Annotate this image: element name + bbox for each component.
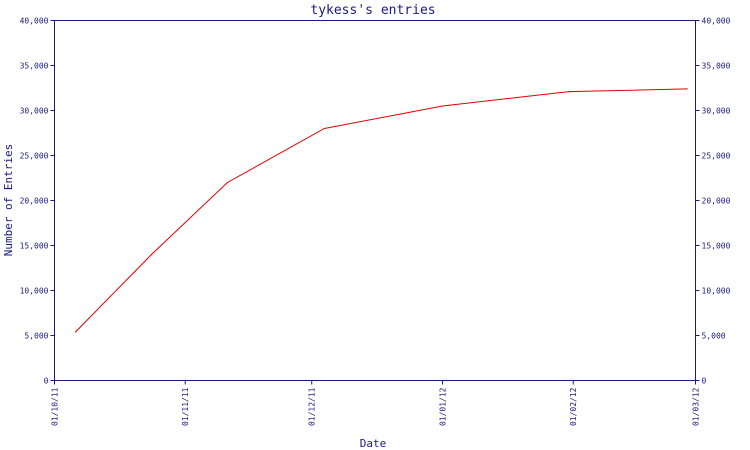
y-tick-label-left: 0 — [44, 377, 49, 386]
data-point — [150, 253, 153, 256]
y-tick-label-left: 5,000 — [24, 332, 48, 341]
y-tick-label-right: 10,000 — [702, 287, 731, 296]
data-point — [74, 331, 77, 333]
series-line — [75, 88, 688, 333]
data-point — [323, 127, 325, 130]
x-tick-label: 01/01/12 — [438, 387, 447, 426]
y-tick-label-right: 35,000 — [702, 62, 731, 71]
y-tick-label-right: 20,000 — [702, 197, 731, 206]
y-tick-label-left: 20,000 — [20, 197, 49, 206]
y-tick-label-right: 25,000 — [702, 152, 731, 161]
y-tick-label-right: 5,000 — [702, 332, 726, 341]
chart-title: tykess's entries — [310, 3, 435, 18]
x-tick-label: 01/02/12 — [569, 387, 578, 426]
data-point — [568, 91, 570, 93]
x-axis-label: Date — [360, 437, 387, 450]
x-tick-label: 01/12/11 — [308, 387, 317, 426]
y-tick-label-right: 40,000 — [702, 17, 731, 26]
x-tick-label: 01/03/12 — [692, 387, 701, 426]
data-point — [686, 88, 688, 90]
y-tick-label-left: 15,000 — [20, 242, 49, 251]
y-tick-label-left: 40,000 — [20, 17, 49, 26]
y-axis-ticks: 0 0 5,000 5,000 10,000 10,000 15,000 15,000 20,0… — [20, 17, 731, 386]
y-tick-label-right: 30,000 — [702, 107, 731, 116]
y-tick-label-left: 25,000 — [20, 152, 49, 161]
series-group — [74, 88, 688, 333]
plot-area-frame — [54, 20, 696, 381]
y-tick-label-left: 30,000 — [20, 107, 49, 116]
x-axis-ticks: 01/10/11 01/11/11 01/12/11 01/01/12 01/02/12… — [51, 380, 701, 426]
y-axis-label: Number of Entries — [2, 144, 15, 257]
x-tick-label: 01/10/11 — [51, 387, 60, 426]
y-tick-label-left: 35,000 — [20, 62, 49, 71]
y-tick-label-left: 10,000 — [20, 287, 49, 296]
y-tick-label-right: 0 — [702, 377, 707, 386]
data-point — [441, 105, 444, 107]
y-tick-label-right: 15,000 — [702, 242, 731, 251]
data-point — [226, 181, 229, 184]
x-tick-label: 01/11/11 — [181, 387, 190, 426]
